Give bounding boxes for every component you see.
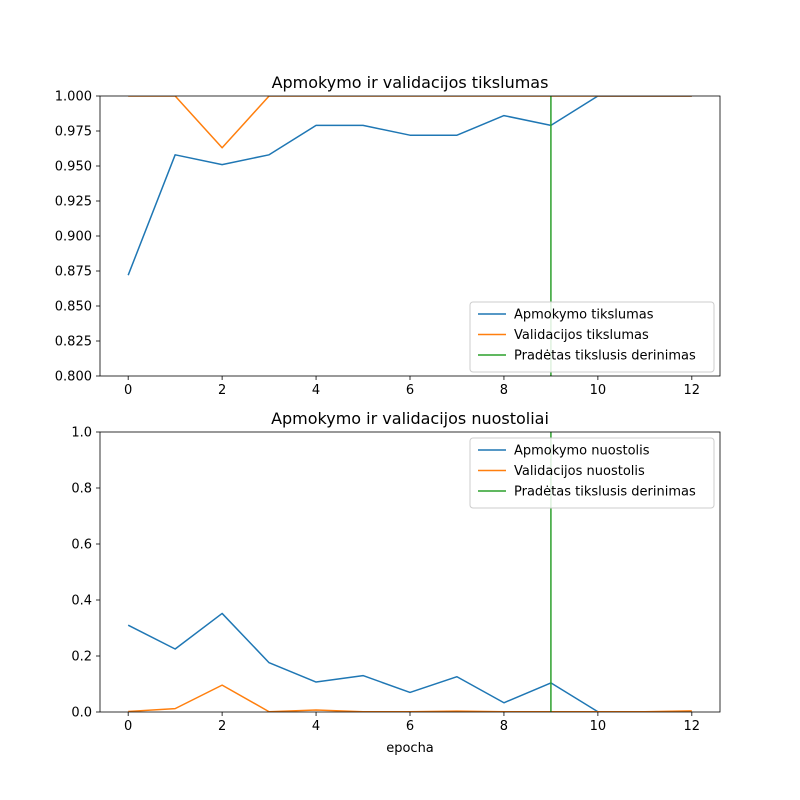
legend-label: Apmokymo nuostolis (514, 444, 650, 459)
x-tick-label: 4 (312, 719, 320, 734)
x-tick-label: 8 (500, 383, 508, 398)
legend-label: Validacijos nuostolis (514, 464, 645, 479)
legend-box (469, 301, 715, 373)
x-tick-label: 0 (124, 719, 132, 734)
x-tick-label: 12 (684, 383, 701, 398)
x-tick-label: 12 (684, 719, 701, 734)
x-tick-label: 6 (406, 719, 414, 734)
x-tick-label: 4 (312, 383, 320, 398)
legend-0: Apmokymo tikslumas Validacijos tikslumas P… (469, 301, 715, 373)
y-tick-label: 0.825 (55, 335, 92, 350)
chart-title-0: Apmokymo ir validacijos tikslumas (272, 73, 549, 92)
legend-label: Apmokymo tikslumas (514, 308, 654, 323)
x-tick-label: 2 (218, 719, 226, 734)
y-tick-label: 1.0 (71, 426, 92, 441)
y-tick-label: 0.975 (55, 125, 92, 140)
chart-panel-0: Apmokymo ir validacijos tikslumas 0 2 4 6 8 10… (55, 73, 721, 398)
plot-frame-0 (99, 95, 721, 377)
chart-panel-1: Apmokymo ir validacijos nuostoliai 0 2 4 6 8 1… (71, 409, 721, 756)
x-tick-label: 6 (406, 383, 414, 398)
y-tick-label: 0.900 (55, 230, 92, 245)
y-tick-label: 0.800 (55, 370, 92, 385)
y-tick-label: 0.875 (55, 265, 92, 280)
legend-1: Apmokymo nuostolis Validacijos nuostolis P… (469, 437, 715, 509)
x-tick-label: 2 (218, 383, 226, 398)
x-axis-label: epocha (386, 741, 434, 756)
y-tick-label: 0.4 (71, 594, 92, 609)
x-tick-label: 10 (590, 719, 607, 734)
series-line-validacijos-tikslumas (128, 96, 692, 149)
legend-label: Pradėtas tikslusis derinimas (514, 349, 696, 364)
legend-label: Validacijos tikslumas (514, 328, 649, 343)
x-tick-label: 8 (500, 719, 508, 734)
y-tick-label: 0.6 (71, 538, 92, 553)
x-tick-label: 10 (590, 383, 607, 398)
x-tick-label: 0 (124, 383, 132, 398)
y-tick-label: 0.950 (55, 160, 92, 175)
series-line-apmokymo-tikslumas (127, 96, 692, 276)
legend-label: Pradėtas tikslusis derinimas (514, 485, 696, 500)
plot-frame-1 (99, 431, 721, 713)
legend-box (469, 437, 715, 509)
y-tick-label: 0.2 (71, 650, 92, 665)
y-tick-label: 0.850 (55, 300, 92, 315)
y-tick-label: 0.0 (71, 706, 92, 721)
chart-title-1: Apmokymo ir validacijos nuostoliai (271, 409, 549, 428)
y-tick-label: 1.000 (55, 90, 92, 105)
y-tick-label: 0.925 (55, 195, 92, 210)
y-tick-label: 0.8 (71, 482, 92, 497)
